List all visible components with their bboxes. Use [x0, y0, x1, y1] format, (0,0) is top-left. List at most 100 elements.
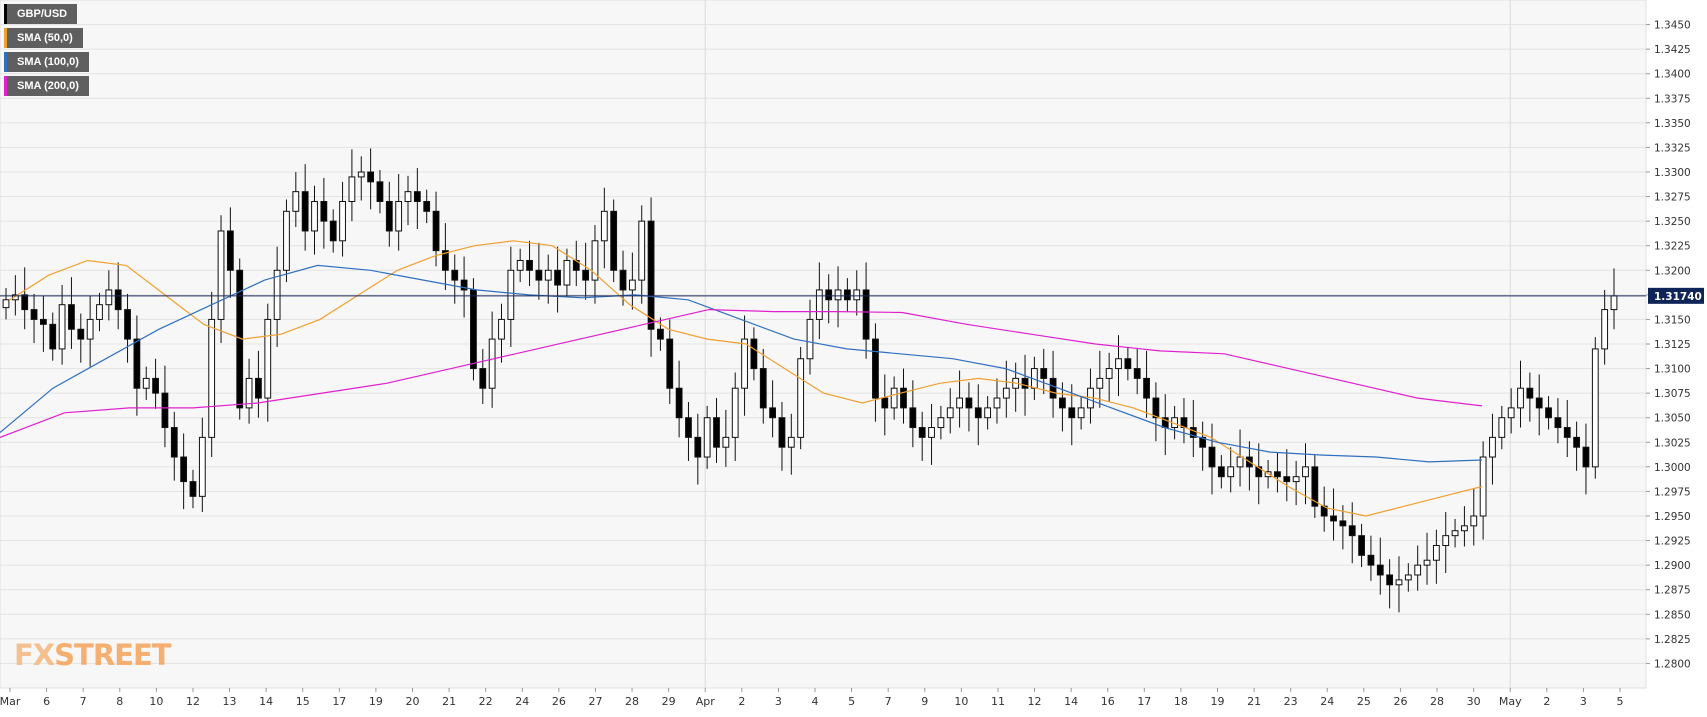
- candlestick: [39, 295, 47, 352]
- candle-body-up: [1002, 387, 1010, 399]
- y-tick-label: 1.3200: [1654, 265, 1691, 277]
- candlestick: [385, 181, 393, 247]
- candlestick: [498, 303, 505, 363]
- x-tick-label: 20: [406, 695, 420, 708]
- candle-body-down: [1217, 466, 1225, 478]
- candlestick: [1554, 398, 1562, 444]
- y-tick-label: 1.3125: [1654, 339, 1691, 351]
- candle-body-up: [11, 294, 19, 301]
- x-tick-label: 6: [43, 695, 50, 708]
- candle-body-down: [329, 220, 337, 242]
- candle-body-up: [1517, 387, 1524, 409]
- candle-body-down: [1255, 466, 1263, 478]
- candlestick: [937, 405, 945, 440]
- candle-body-up: [1610, 295, 1618, 311]
- candlestick: [778, 401, 786, 471]
- candlestick: [853, 270, 861, 316]
- candle-body-down: [582, 269, 590, 281]
- legend-item-sma200: SMA (200,0): [4, 76, 89, 96]
- x-tick-label: 3: [1580, 695, 1587, 708]
- x-tick-label: May: [1499, 695, 1522, 708]
- legend-swatch: [4, 76, 7, 96]
- candlestick: [30, 293, 38, 344]
- candlestick: [460, 256, 468, 318]
- y-tick-label: 1.3375: [1654, 93, 1691, 105]
- candle-body-down: [1582, 446, 1590, 468]
- x-tick-label: 9: [921, 695, 928, 708]
- candlestick: [441, 223, 449, 290]
- candlestick: [647, 197, 655, 357]
- candlestick: [928, 403, 935, 465]
- candle-body-up: [58, 304, 66, 350]
- candle-body-down: [526, 259, 533, 271]
- x-tick-label: 10: [149, 695, 163, 708]
- candlestick: [750, 327, 758, 381]
- candle-body-down: [226, 230, 234, 271]
- candle-body-up: [283, 210, 290, 271]
- candlestick: [1133, 348, 1141, 395]
- candlestick: [58, 285, 66, 365]
- candlestick: [245, 358, 253, 424]
- candlestick: [1591, 337, 1599, 479]
- candle-body-down: [367, 171, 375, 183]
- candle-body-up: [311, 200, 318, 232]
- candle-body-down: [451, 269, 459, 281]
- candle-body-up: [806, 318, 814, 360]
- candlestick: [1002, 360, 1010, 418]
- legend-item-gbpusd: GBP/USD: [4, 4, 78, 24]
- candlestick: [1573, 421, 1581, 471]
- candlestick: [1526, 372, 1534, 422]
- candlestick: [77, 313, 85, 363]
- candlestick: [890, 376, 898, 420]
- candle-body-up: [1489, 436, 1496, 458]
- candlestick: [787, 413, 795, 475]
- candlestick: [1423, 532, 1431, 585]
- candlestick: [1489, 413, 1496, 485]
- candlestick: [1236, 429, 1244, 487]
- candle-body-down: [535, 269, 543, 281]
- candlestick: [900, 368, 907, 424]
- candle-body-up: [731, 387, 739, 438]
- candle-body-up: [1591, 348, 1599, 468]
- candlestick: [376, 170, 384, 214]
- candlestick: [1442, 512, 1450, 574]
- candlestick: [404, 175, 412, 226]
- candlestick: [1217, 455, 1225, 489]
- candle-body-down: [460, 279, 468, 291]
- x-tick-label: 7: [885, 695, 892, 708]
- candle-body-down: [189, 481, 197, 497]
- candle-body-down: [320, 200, 328, 222]
- candle-body-down: [1059, 397, 1066, 409]
- candlestick: [180, 433, 188, 510]
- candle-body-down: [974, 407, 982, 419]
- candlestick: [1292, 460, 1300, 506]
- candlestick: [320, 177, 328, 249]
- candle-body-up: [1432, 544, 1440, 561]
- candle-body-down: [133, 338, 141, 389]
- y-tick-label: 1.3350: [1654, 118, 1691, 130]
- candle-body-up: [834, 289, 842, 301]
- y-tick-label: 1.2950: [1654, 511, 1691, 523]
- candle-body-up: [2, 299, 10, 309]
- candle-body-up: [722, 436, 730, 448]
- candlestick: [1358, 523, 1365, 568]
- candle-body-up: [348, 176, 356, 202]
- candle-body-down: [413, 191, 421, 202]
- candle-body-up: [264, 318, 272, 399]
- candle-body-up: [292, 191, 300, 212]
- candle-body-down: [1152, 397, 1160, 419]
- x-tick-label: 25: [1357, 695, 1371, 708]
- candlestick: [600, 187, 608, 269]
- candle-body-up: [1414, 564, 1422, 576]
- candlestick: [329, 209, 337, 253]
- candlestick: [834, 266, 842, 328]
- legend-item-sma50: SMA (50,0): [4, 28, 83, 48]
- candlestick: [1040, 348, 1048, 395]
- candlestick: [1470, 488, 1478, 546]
- candle-body-up: [853, 289, 861, 301]
- candlestick: [554, 246, 561, 313]
- candle-body-up: [516, 259, 524, 271]
- legend-swatch: [4, 28, 7, 48]
- candlestick: [815, 262, 823, 340]
